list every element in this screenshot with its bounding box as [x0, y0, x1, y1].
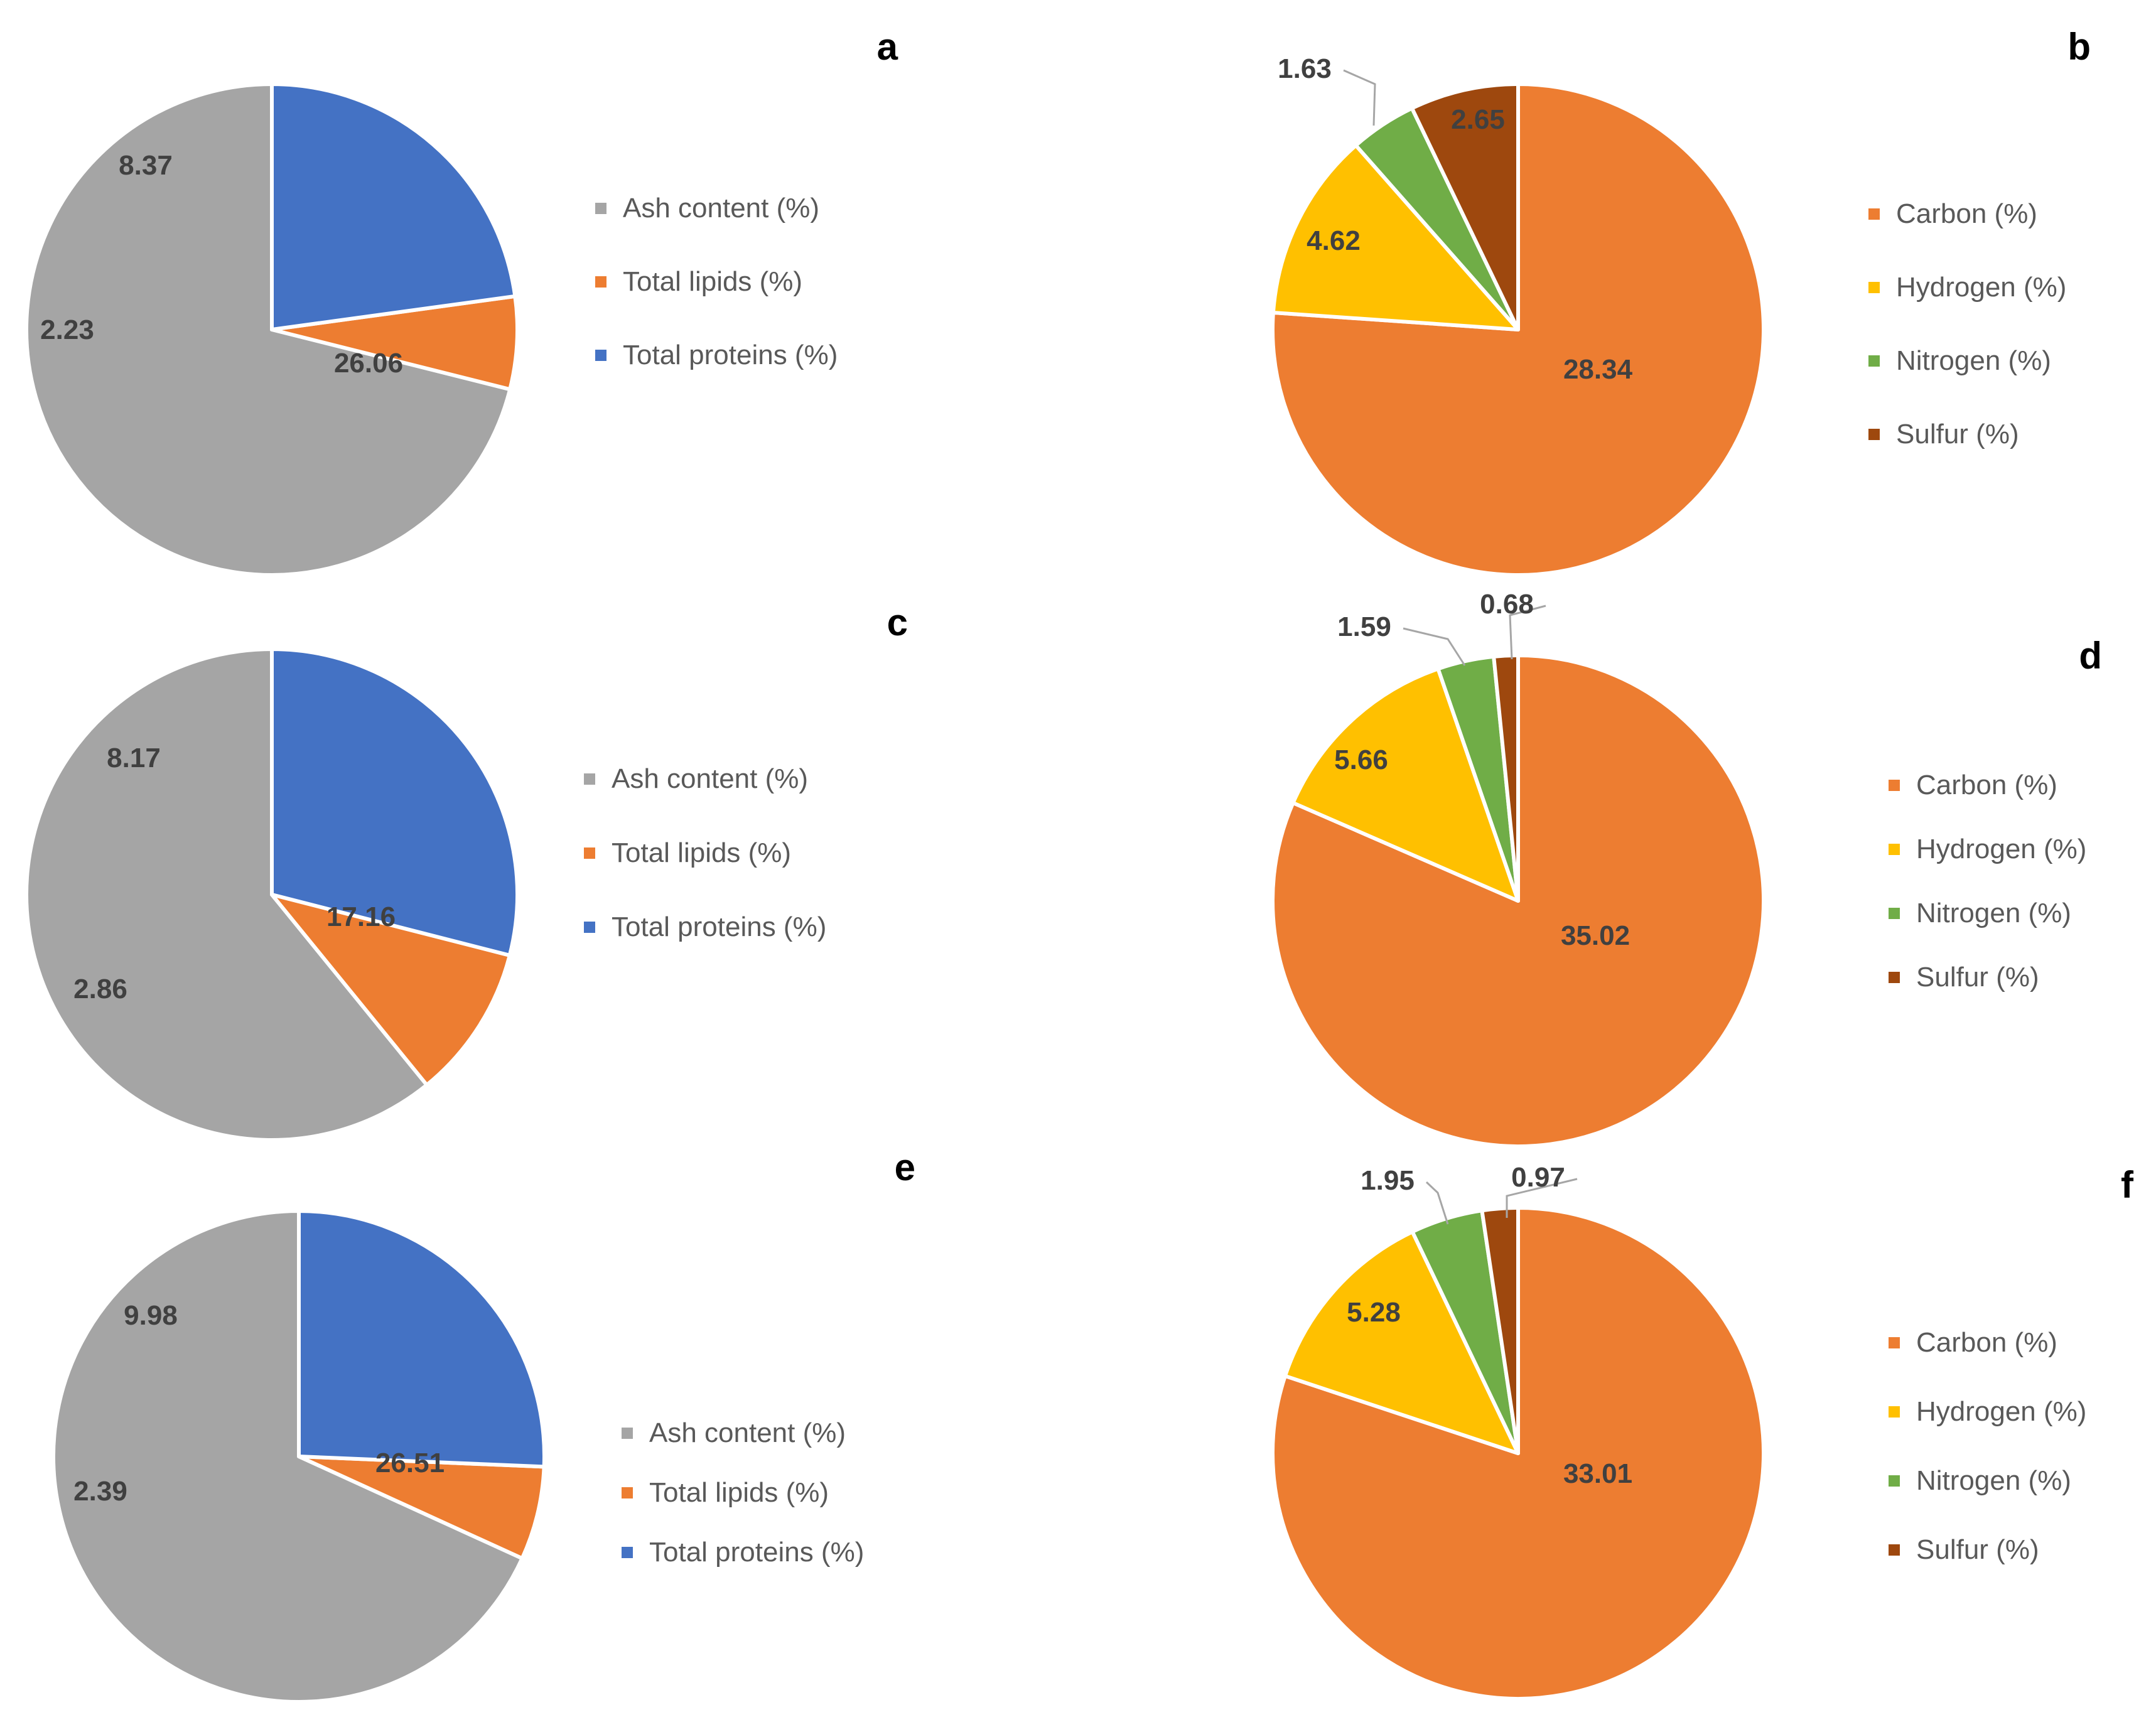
pie-slice-c-ash-content	[24, 647, 429, 1142]
legend-label-e-total-proteins: Total proteins (%)	[649, 1537, 864, 1568]
legend-label-b-sulfur: Sulfur (%)	[1896, 419, 2019, 449]
legend-label-f-carbon: Carbon (%)	[1916, 1327, 2057, 1358]
legend-label-a-total-proteins: Total proteins (%)	[623, 340, 838, 370]
legend-label-e-total-lipids: Total lipids (%)	[649, 1477, 829, 1508]
pie-slice-a-total-proteins	[270, 82, 517, 331]
pie-slice-f-sulfur	[1480, 1206, 1520, 1455]
legend-swatch-c-total-lipids	[584, 847, 595, 859]
pie-slice-c-total-lipids	[270, 893, 512, 1087]
legend-swatch-d-sulfur	[1889, 972, 1900, 983]
chart-panel-a: a 26.06 2.23 8.37 Ash content (%) Total lipid…	[24, 26, 898, 577]
data-label-a-total-lipids: 2.23	[40, 315, 94, 345]
pie-slice-b-hydrogen	[1271, 143, 1520, 331]
data-label-a-total-proteins: 8.37	[119, 150, 173, 181]
pie-slice-b-carbon	[1271, 82, 1765, 577]
legend-swatch-f-nitrogen	[1889, 1475, 1900, 1487]
panel-letter-d: d	[2079, 635, 2102, 677]
data-label-a-ash-content: 26.06	[334, 348, 403, 379]
pie-slice-e-total-proteins	[297, 1209, 546, 1469]
pie-slice-b-sulfur	[1409, 82, 1520, 331]
legend-label-d-nitrogen: Nitrogen (%)	[1916, 898, 2071, 928]
data-label-f-nitrogen: 1.95	[1361, 1165, 1415, 1196]
legend-label-b-carbon: Carbon (%)	[1896, 198, 2037, 229]
data-label-d-carbon: 35.02	[1561, 920, 1630, 951]
leader-line-f-nitrogen	[1425, 1181, 1449, 1225]
legend-swatch-f-hydrogen	[1889, 1406, 1900, 1418]
panel-letter-b: b	[2067, 26, 2091, 68]
data-label-c-total-lipids: 2.86	[73, 974, 127, 1004]
pie-slice-f-hydrogen	[1283, 1230, 1520, 1455]
chart-panel-b: b 28.34 4.62 1.63 2.65 Carbon (%) Hydrogen (%)…	[1271, 26, 2091, 577]
leader-line-d-nitrogen	[1403, 627, 1466, 666]
legend-swatch-f-carbon	[1889, 1337, 1900, 1348]
legend-swatch-a-ash-content	[595, 203, 606, 214]
data-label-d-hydrogen: 5.66	[1334, 745, 1388, 775]
chart-panel-d: d 35.02 5.66 1.59 0.68 Carbon (%) Hydrogen (%)…	[1271, 589, 2102, 1148]
chart-panel-e: e 26.51 2.39 9.98 Ash content (%) Total lipid…	[51, 1146, 915, 1704]
legend-swatch-b-nitrogen	[1868, 355, 1880, 367]
legend-swatch-a-total-proteins	[595, 350, 606, 361]
chart-panel-f: f 33.01 5.28 1.95 0.97 Carbon (%) Hydrogen (%)…	[1271, 1162, 2134, 1701]
panel-letter-c: c	[887, 601, 908, 643]
legend-label-f-sulfur: Sulfur (%)	[1916, 1534, 2039, 1565]
data-label-b-hydrogen: 4.62	[1307, 225, 1361, 256]
legend-label-c-ash-content: Ash content (%)	[612, 763, 808, 794]
data-label-f-hydrogen: 5.28	[1347, 1297, 1401, 1328]
legend-label-b-nitrogen: Nitrogen (%)	[1896, 345, 2051, 376]
legend-label-a-total-lipids: Total lipids (%)	[623, 266, 802, 297]
data-label-d-sulfur: 0.68	[1480, 589, 1534, 620]
pie-slice-e-total-lipids	[297, 1455, 546, 1561]
leader-line-b-nitrogen	[1343, 69, 1376, 126]
pie-slice-a-total-lipids	[270, 294, 519, 392]
legend-swatch-d-carbon	[1889, 780, 1900, 791]
legend-swatch-b-carbon	[1868, 208, 1880, 220]
legend-label-d-hydrogen: Hydrogen (%)	[1916, 834, 2086, 864]
data-label-c-total-proteins: 8.17	[107, 743, 161, 773]
data-label-e-ash-content: 26.51	[375, 1448, 445, 1478]
leader-line-d-sulfur	[1509, 605, 1546, 660]
data-label-f-carbon: 33.01	[1563, 1458, 1632, 1489]
chart-panel-c: c 17.16 2.86 8.17 Ash content (%) Total lipid…	[24, 601, 908, 1142]
legend-label-b-hydrogen: Hydrogen (%)	[1896, 272, 2066, 303]
legend-label-c-total-proteins: Total proteins (%)	[612, 912, 826, 942]
pie-slice-e-ash-content	[51, 1209, 524, 1704]
legend-swatch-e-total-lipids	[622, 1487, 633, 1498]
data-label-e-total-lipids: 2.39	[73, 1476, 127, 1507]
legend-label-d-sulfur: Sulfur (%)	[1916, 962, 2039, 993]
legend-swatch-e-ash-content	[622, 1428, 633, 1439]
legend-swatch-e-total-proteins	[622, 1547, 633, 1558]
data-label-b-nitrogen: 1.63	[1278, 53, 1332, 84]
legend-swatch-d-hydrogen	[1889, 844, 1900, 855]
pie-slice-d-hydrogen	[1291, 667, 1520, 903]
legend-swatch-f-sulfur	[1889, 1544, 1900, 1556]
legend-label-c-total-lipids: Total lipids (%)	[612, 837, 791, 868]
panel-letter-e: e	[895, 1146, 915, 1188]
pie-slice-d-sulfur	[1492, 653, 1520, 903]
legend-label-d-carbon: Carbon (%)	[1916, 770, 2057, 800]
data-label-c-ash-content: 17.16	[326, 901, 396, 932]
legend-swatch-b-sulfur	[1868, 429, 1880, 440]
legend-swatch-b-hydrogen	[1868, 282, 1880, 293]
legend-label-a-ash-content: Ash content (%)	[623, 193, 819, 223]
data-label-b-carbon: 28.34	[1563, 354, 1633, 385]
legend-swatch-a-total-lipids	[595, 276, 606, 288]
legend-swatch-d-nitrogen	[1889, 908, 1900, 919]
data-label-e-total-proteins: 9.98	[124, 1300, 178, 1331]
panel-letter-f: f	[2121, 1164, 2134, 1206]
leader-line-f-sulfur	[1506, 1178, 1578, 1218]
data-label-d-nitrogen: 1.59	[1337, 611, 1391, 642]
pie-slice-a-ash-content	[24, 82, 512, 577]
data-label-b-sulfur: 2.65	[1451, 104, 1505, 135]
legend-label-f-nitrogen: Nitrogen (%)	[1916, 1465, 2071, 1496]
pie-slice-c-total-proteins	[270, 647, 520, 957]
legend-label-e-ash-content: Ash content (%)	[649, 1418, 846, 1448]
data-label-f-sulfur: 0.97	[1511, 1162, 1565, 1193]
legend-swatch-c-ash-content	[584, 773, 595, 785]
legend-label-f-hydrogen: Hydrogen (%)	[1916, 1396, 2086, 1427]
legend-swatch-c-total-proteins	[584, 922, 595, 933]
panel-letter-a: a	[877, 26, 898, 68]
